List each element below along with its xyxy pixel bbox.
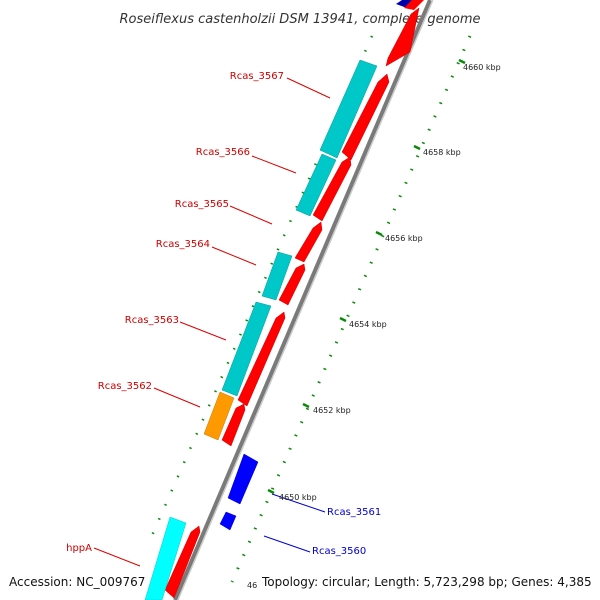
- leader-rcas-3567: [286, 77, 331, 99]
- leader-rcas-3563: [179, 321, 227, 341]
- cds-top-red-edge: [404, 0, 424, 10]
- leader-rcas-3565: [229, 205, 273, 225]
- accession-text: Accession: NC_009767: [9, 575, 145, 589]
- label-leaders: [93, 77, 331, 567]
- scale-label-4654: 4654 kbp: [349, 320, 387, 329]
- cog-hppa: [144, 516, 187, 600]
- cds-rcas-3564-red: [294, 221, 323, 263]
- backbone-shadow: [177, 0, 434, 600]
- summary-text: Topology: circular; Length: 5,723,298 bp…: [261, 575, 592, 589]
- leader-hppa: [93, 547, 141, 567]
- leader-rcas-3564: [211, 246, 257, 266]
- cog-rcas-3565: [261, 251, 293, 301]
- cds-rcas-3561: [227, 453, 259, 505]
- gene-label-rcas-3560: Rcas_3560: [312, 546, 366, 557]
- gene-label-hppa: hppA: [66, 543, 92, 554]
- map-title: Roseiflexus castenholzii DSM 13941, comp…: [120, 12, 481, 27]
- scale-label-4660: 4660 kbp: [463, 63, 501, 72]
- cds-hppa-red: [164, 525, 201, 599]
- leader-rcas-3561: [271, 493, 326, 513]
- cds-rcas-3563-red: [278, 263, 306, 306]
- scale-label-partial: 46: [247, 581, 257, 590]
- cog-rcas-3563: [221, 301, 272, 397]
- forward-cds-track: [164, 7, 420, 599]
- gene-label-rcas-3566: Rcas_3566: [196, 147, 250, 158]
- cds-rcas-3565-red: [312, 156, 352, 222]
- cds-rcas-3567-red: [385, 7, 420, 67]
- scale-label-4656: 4656 kbp: [385, 234, 423, 243]
- leader-rcas-3566: [251, 155, 297, 174]
- gene-label-rcas-3561: Rcas_3561: [327, 507, 381, 518]
- gene-label-rcas-3565: Rcas_3565: [175, 199, 229, 210]
- cds-rcas-3560: [219, 511, 237, 531]
- scale-label-4658: 4658 kbp: [423, 148, 461, 157]
- gene-label-rcas-3567: Rcas_3567: [230, 71, 284, 82]
- gene-label-rcas-3563: Rcas_3563: [125, 315, 179, 326]
- cog-rcas-3566: [295, 153, 337, 217]
- leader-rcas-3562: [153, 387, 201, 408]
- footer-left-bg: [6, 572, 146, 592]
- genome-backbone: [173, 0, 432, 600]
- cog-rcas-3562-orange: [203, 391, 235, 441]
- cog-track: [144, 59, 378, 600]
- scale-label-4650: 4650 kbp: [279, 493, 317, 502]
- gene-label-rcas-3562: Rcas_3562: [98, 381, 152, 392]
- cds-hppa-upper-red: [221, 403, 246, 447]
- footer-right-bg: [258, 572, 594, 592]
- leader-rcas-3560: [263, 535, 311, 553]
- scale-label-4652: 4652 kbp: [313, 406, 351, 415]
- reverse-cds-track: [219, 453, 259, 531]
- major-scale-ticks: [267, 58, 466, 495]
- cds-rcas-3562-red: [237, 311, 286, 407]
- cog-rcas-3567: [319, 59, 378, 159]
- gene-label-rcas-3564: Rcas_3564: [156, 239, 210, 250]
